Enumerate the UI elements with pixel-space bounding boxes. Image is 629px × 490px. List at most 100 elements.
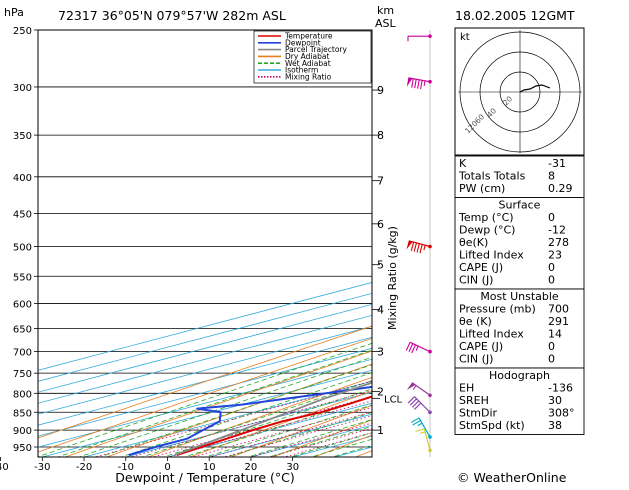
table-row-value: 0 bbox=[548, 261, 555, 274]
table-row-value: -31 bbox=[548, 157, 566, 170]
temperature-tick-label: -20 bbox=[76, 462, 92, 473]
date-time: 18.02.2005 12GMT bbox=[455, 8, 575, 23]
wind-barb bbox=[406, 342, 432, 353]
pressure-tick-label: 900 bbox=[13, 426, 32, 437]
table-row-value: 30 bbox=[548, 394, 562, 407]
km-tick-label: 6 bbox=[377, 218, 384, 231]
wind-barb-half-feather bbox=[420, 432, 425, 433]
pressure-tick-label: 950 bbox=[13, 443, 32, 454]
wind-barb-feather bbox=[415, 79, 417, 88]
wind-barb bbox=[416, 429, 432, 452]
copyright: © WeatherOnline bbox=[457, 470, 567, 485]
pressure-tick-label: 550 bbox=[13, 272, 32, 283]
temperature-tick-label: -30 bbox=[34, 462, 50, 473]
wind-barb-feather bbox=[411, 242, 413, 251]
km-tick-label: 9 bbox=[377, 84, 384, 97]
km-tick-label: 7 bbox=[377, 175, 384, 188]
table-row-value: 0 bbox=[548, 274, 555, 287]
table-title: Hodograph bbox=[489, 369, 550, 382]
pressure-tick-label: 800 bbox=[13, 389, 32, 400]
wind-barb-feather bbox=[412, 345, 416, 353]
table-row-value: 278 bbox=[548, 236, 569, 249]
pressure-tick-label: 600 bbox=[13, 300, 32, 311]
pressure-tick-label: 300 bbox=[13, 83, 32, 94]
table-row-label: EH bbox=[459, 382, 474, 395]
table-row-label: Dewp (°C) bbox=[459, 224, 515, 237]
wind-barb-half-feather bbox=[416, 346, 418, 351]
table-title: Most Unstable bbox=[480, 290, 559, 303]
wind-barb bbox=[411, 418, 432, 439]
dry-adiabat-line bbox=[590, 30, 629, 463]
pressure-tick-label: 450 bbox=[13, 210, 32, 221]
table-row-value: 0 bbox=[548, 353, 555, 366]
table-row-value: 0.29 bbox=[548, 182, 573, 195]
table-row-value: 23 bbox=[548, 249, 562, 262]
table-row-label: Pressure (mb) bbox=[459, 303, 536, 316]
table-row-value: 8 bbox=[548, 170, 555, 183]
wind-barb-feather bbox=[417, 244, 419, 253]
table-row-label: Lifted Index bbox=[459, 249, 524, 262]
mixing-ratio-axis-label: Mixing Ratio (g/kg) bbox=[386, 226, 399, 330]
wind-barb bbox=[407, 383, 432, 397]
table-row-label: CAPE (J) bbox=[459, 261, 503, 274]
km-tick-label: 2 bbox=[377, 385, 384, 398]
wind-barbs bbox=[406, 34, 432, 452]
wind-barb-dot bbox=[428, 435, 432, 439]
km-unit-bottom: ASL bbox=[375, 17, 397, 30]
table-row-label: CIN (J) bbox=[459, 274, 493, 287]
temperature-tick-label: -40 bbox=[0, 462, 9, 473]
table-row-label: StmDir bbox=[459, 407, 498, 420]
km-tick-label: 4 bbox=[377, 304, 384, 317]
wind-barb-feather bbox=[414, 243, 416, 252]
wind-barb bbox=[407, 78, 432, 89]
km-tick-label: 3 bbox=[377, 346, 384, 359]
station-info: 72317 36°05'N 079°57'W 282m ASL bbox=[58, 8, 286, 23]
table-row-value: 0 bbox=[548, 211, 555, 224]
axes: 2503003504004505005506006507007508008509… bbox=[0, 26, 299, 473]
wind-barb-dot bbox=[428, 393, 432, 397]
table-row-value: -136 bbox=[548, 382, 573, 395]
table-row-label: PW (cm) bbox=[459, 182, 505, 195]
km-unit-top: km bbox=[377, 4, 394, 17]
table-row-value: 700 bbox=[548, 303, 569, 316]
km-tick-label: 8 bbox=[377, 129, 384, 142]
pressure-tick-label: 850 bbox=[13, 408, 32, 419]
table-row-label: Temp (°C) bbox=[458, 211, 514, 224]
table-row-label: θe (K) bbox=[459, 315, 492, 328]
pressure-tick-label: 500 bbox=[13, 243, 32, 254]
wind-barb-feather bbox=[420, 244, 422, 253]
wind-barb-feather bbox=[406, 342, 410, 350]
wind-barb-dot bbox=[428, 80, 432, 84]
hodograph-unit: kt bbox=[460, 32, 470, 43]
wind-barb-dot bbox=[428, 245, 432, 249]
wind-barb-half-feather bbox=[424, 245, 425, 250]
table-row-label: Lifted Index bbox=[459, 328, 524, 341]
wind-barb-dot bbox=[428, 34, 432, 38]
lcl-label: LCL bbox=[384, 394, 403, 405]
legend-entry: Mixing Ratio bbox=[285, 72, 332, 81]
pressure-tick-label: 650 bbox=[13, 325, 32, 336]
table-row-label: K bbox=[459, 157, 467, 170]
wind-barb-staff bbox=[419, 418, 430, 437]
wind-barb-feather bbox=[416, 429, 425, 431]
table-row-value: -12 bbox=[548, 224, 566, 237]
table-row-label: StmSpd (kt) bbox=[459, 419, 525, 432]
wind-barb-dot bbox=[428, 350, 432, 354]
pressure-tick-label: 350 bbox=[13, 131, 32, 142]
pressure-tick-label: 750 bbox=[13, 369, 32, 380]
km-tick-label: 1 bbox=[377, 424, 384, 437]
wind-barb-feather bbox=[409, 344, 413, 352]
table-row-value: 308° bbox=[548, 407, 575, 420]
wind-barb-half-feather bbox=[413, 386, 416, 390]
wind-barb-feather bbox=[412, 79, 414, 88]
wind-barb-feather bbox=[418, 80, 420, 89]
wind-barb-dot bbox=[428, 410, 432, 414]
wind-barb-staff bbox=[412, 383, 430, 396]
wind-barb-half-feather bbox=[424, 81, 425, 86]
pressure-tick-label: 400 bbox=[13, 173, 32, 184]
